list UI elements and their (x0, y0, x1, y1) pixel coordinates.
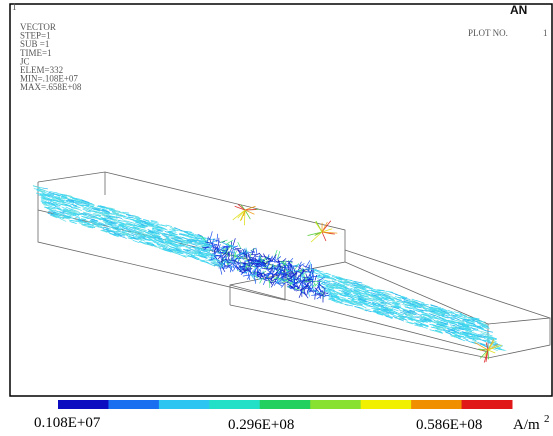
legend-swatch (58, 400, 109, 409)
legend-label: 0.296E+08 (228, 417, 294, 433)
plot-number: 1 (543, 28, 548, 38)
legend-unit-exponent: 2 (544, 413, 550, 425)
legend-label: 0.586E+08 (416, 417, 482, 433)
vector-arrow (245, 209, 256, 210)
logo: AN (510, 3, 527, 17)
vector-arrow (488, 350, 489, 359)
legend-swatch (159, 400, 210, 409)
window-number: 1 (12, 2, 17, 12)
color-legend (58, 400, 513, 409)
legend-swatch (260, 400, 311, 409)
ansys-vector-plot: 1 VECTORSTEP=1SUB =1TIME=1JCELEM=332MIN=… (0, 0, 553, 436)
background (0, 0, 553, 436)
legend-unit: A/m (513, 417, 540, 433)
legend-swatch (108, 400, 159, 409)
legend-swatch (310, 400, 361, 409)
legend-swatch (411, 400, 462, 409)
legend-label: 0.108E+07 (34, 415, 101, 431)
legend-swatch (209, 400, 260, 409)
info-line: MAX=.658E+08 (20, 82, 82, 92)
legend-swatch (462, 400, 513, 409)
legend-swatch (361, 400, 412, 409)
plot-label: PLOT NO. (468, 28, 508, 38)
